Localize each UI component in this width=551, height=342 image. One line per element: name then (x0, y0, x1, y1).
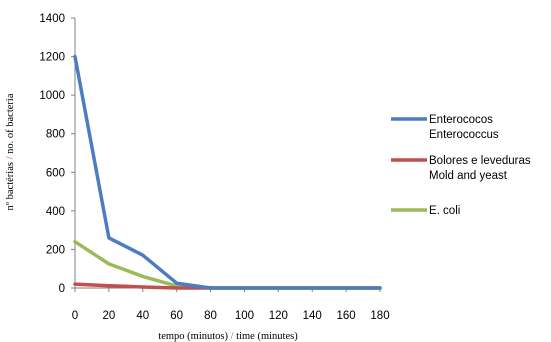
x-tick-label: 180 (370, 310, 389, 322)
axes (71, 17, 381, 292)
legend: Enterococos Enterococcus Bolores e levedur… (391, 114, 531, 217)
x-tick-label: 60 (170, 310, 183, 322)
y-tick-label: 1400 (39, 13, 65, 25)
series-line-enterococos (73, 54, 382, 290)
series-line-e-coli (73, 239, 382, 290)
y-tick-label: 800 (46, 129, 65, 141)
y-axis-title-en: no. of bacteria (5, 93, 16, 156)
x-axis-title-pt: tempo (minutos) (158, 331, 230, 342)
legend-label-bolores-e-leveduras: Bolores e leveduras (429, 155, 531, 167)
y-tick-label: 600 (46, 167, 65, 179)
x-tick-label: 40 (136, 310, 149, 322)
x-axis-title-en: time (minutes) (234, 331, 299, 342)
y-tick-label: 200 (46, 244, 65, 256)
y-axis-title: nº bactérias / no. of bacteria (5, 93, 16, 210)
legend-label-e-coli: E. coli (429, 205, 460, 217)
x-tick-label: 140 (303, 310, 322, 322)
x-tick-labels: 0 20 40 60 80 100 120 140 160 180 (72, 310, 390, 322)
legend-label-enterococos: Enterococos (429, 114, 493, 126)
y-tick-label: 400 (46, 206, 65, 218)
y-tick-label: 1200 (39, 52, 65, 64)
y-tick-label: 0 (59, 283, 65, 295)
x-tick-label: 100 (235, 310, 254, 322)
x-tick-label: 20 (102, 310, 115, 322)
x-tick-label: 120 (269, 310, 288, 322)
x-tick-label: 80 (204, 310, 217, 322)
y-tick-label: 1000 (39, 90, 65, 102)
x-axis-title-sep: / (231, 331, 234, 342)
y-tick-labels: 0 200 400 600 800 1000 1200 1400 (39, 13, 65, 295)
x-axis-title: tempo (minutos) / time (minutes) (158, 331, 298, 342)
legend-label2-enterococos: Enterococcus (429, 129, 499, 141)
y-axis-title-sep: / (5, 156, 16, 159)
x-tick-label: 160 (337, 310, 356, 322)
legend-label2-bolores-e-leveduras: Mold and yeast (429, 170, 508, 182)
y-axis-title-pt: nº bactérias (5, 159, 16, 210)
series-lines (73, 54, 382, 290)
x-tick-label: 0 (72, 310, 78, 322)
